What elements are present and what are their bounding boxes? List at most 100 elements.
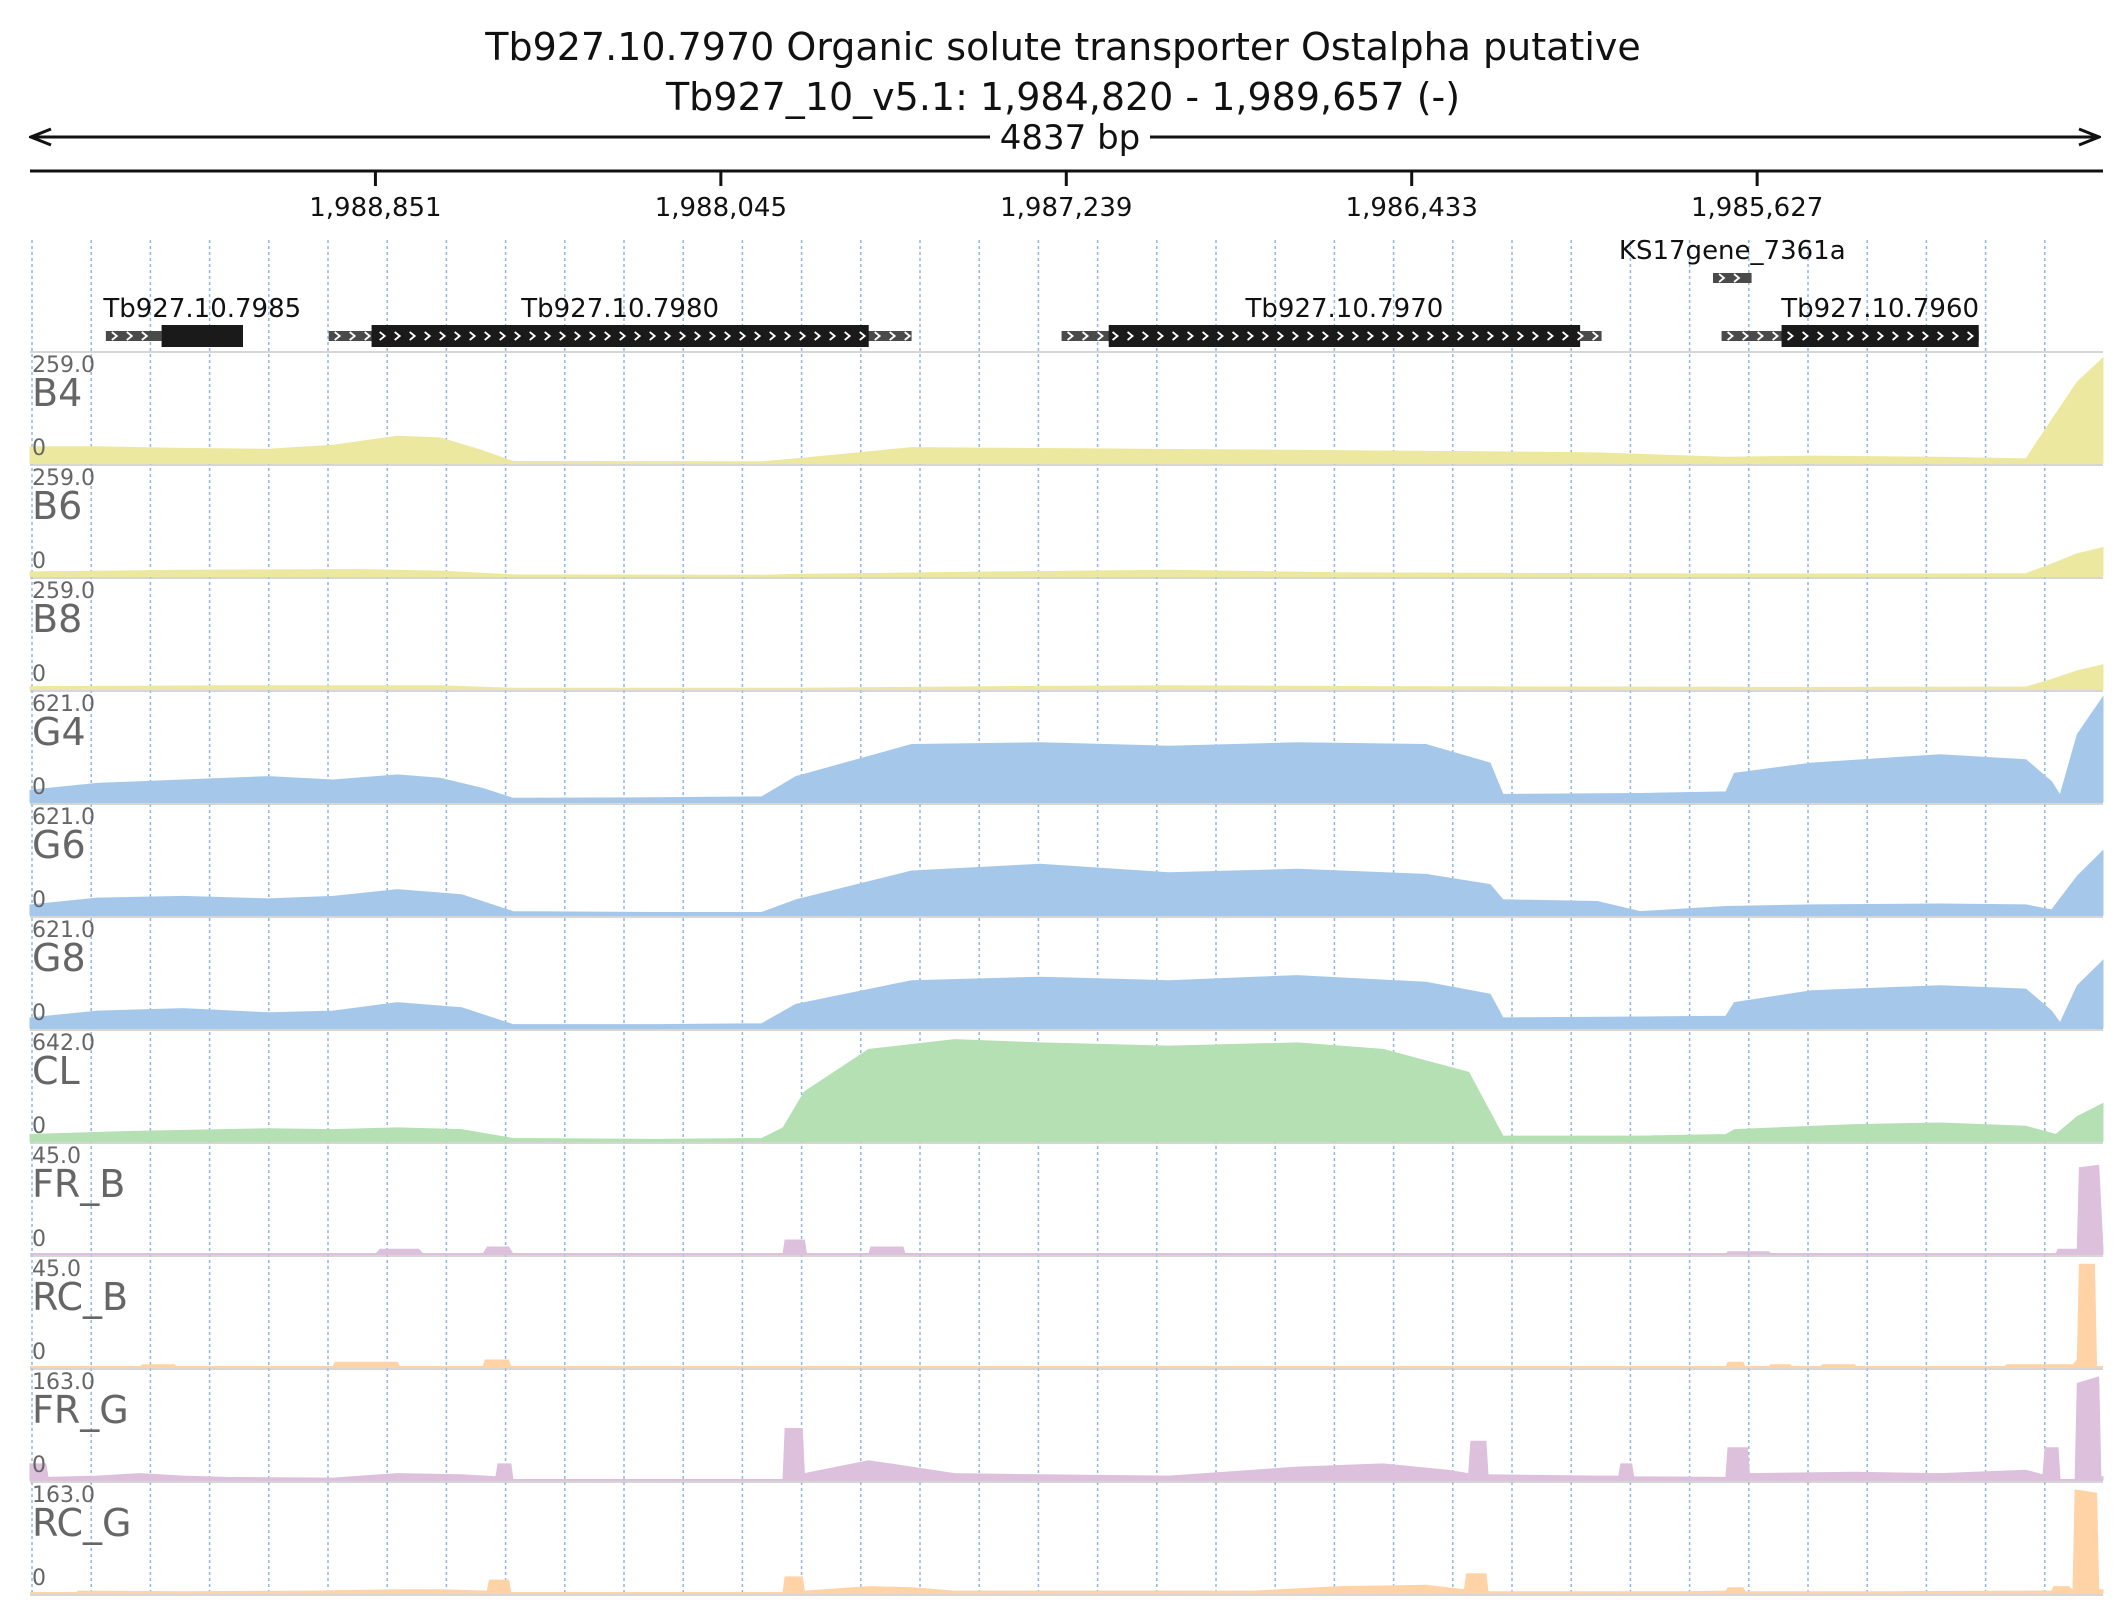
chevron bbox=[1367, 331, 1375, 341]
track-min-label: 0 bbox=[32, 1227, 46, 1252]
chevron bbox=[1172, 331, 1180, 341]
chevron bbox=[1907, 331, 1915, 341]
chevron bbox=[694, 331, 702, 341]
track-max-label: 621.0 bbox=[32, 805, 95, 830]
x-tick-label: 1,988,045 bbox=[655, 193, 787, 223]
coverage-area bbox=[29, 695, 2104, 803]
chevron bbox=[1832, 331, 1840, 341]
chevron bbox=[1577, 331, 1585, 341]
chevron bbox=[679, 331, 687, 341]
chevron bbox=[1427, 331, 1435, 341]
track-max-label: 621.0 bbox=[32, 918, 95, 943]
gene-label: Tb927.10.7980 bbox=[520, 294, 719, 324]
track-max-label: 642.0 bbox=[32, 1031, 95, 1056]
chart-subtitle: Tb927_10_v5.1: 1,984,820 - 1,989,657 (-) bbox=[665, 75, 1461, 119]
track-min-label: 0 bbox=[32, 1566, 46, 1591]
chevron bbox=[1352, 331, 1360, 341]
track-b4: 259.0B4 0 bbox=[29, 351, 2104, 464]
coverage-area bbox=[30, 1489, 2104, 1594]
chevron bbox=[754, 331, 762, 341]
track-min-label: 0 bbox=[32, 1340, 46, 1365]
track-max-label: 259.0 bbox=[32, 579, 95, 604]
track-max-label: 259.0 bbox=[32, 353, 95, 378]
chevron bbox=[1097, 331, 1105, 341]
x-tick-label: 1,986,433 bbox=[1346, 193, 1478, 223]
chevron bbox=[1382, 331, 1390, 341]
coverage-area bbox=[29, 546, 2104, 577]
coverage-area bbox=[30, 1164, 2104, 1255]
coverage-area bbox=[29, 959, 2104, 1029]
track-name: CL bbox=[32, 1049, 80, 1093]
chevron bbox=[1307, 331, 1315, 341]
chevron bbox=[1322, 331, 1330, 341]
chevron bbox=[364, 331, 372, 341]
track-b8: 259.0B8 0 bbox=[29, 577, 2104, 690]
chevron bbox=[1337, 331, 1345, 341]
track-rc-b: 45.0RC_B 0 bbox=[30, 1255, 2103, 1368]
chevron bbox=[709, 331, 717, 341]
track-max-label: 45.0 bbox=[32, 1257, 81, 1282]
track-min-label: 0 bbox=[32, 1114, 46, 1139]
track-max-label: 621.0 bbox=[32, 692, 95, 717]
coverage-tracks: 259.0B40259.0B60259.0B80621.0G40621.0G60… bbox=[29, 351, 2104, 1596]
track-min-label: 0 bbox=[32, 662, 46, 687]
chevron bbox=[1067, 331, 1075, 341]
chevron bbox=[1517, 331, 1525, 341]
track-min-label: 0 bbox=[32, 1453, 46, 1478]
chevron bbox=[814, 331, 822, 341]
chevron bbox=[1877, 331, 1885, 341]
length-label: 4837 bp bbox=[1000, 118, 1141, 158]
chevron bbox=[889, 331, 897, 341]
gene-label: KS17gene_7361a bbox=[1619, 236, 1846, 266]
chevron bbox=[529, 331, 537, 341]
gene-cds bbox=[1781, 325, 1979, 347]
chevron bbox=[664, 331, 672, 341]
gene-cds bbox=[371, 325, 869, 347]
chevron bbox=[1967, 331, 1975, 341]
chevron bbox=[394, 331, 402, 341]
chevron bbox=[1922, 331, 1930, 341]
track-max-label: 163.0 bbox=[32, 1370, 95, 1395]
coverage-area bbox=[29, 1039, 2104, 1142]
chevron bbox=[784, 331, 792, 341]
track-min-label: 0 bbox=[32, 888, 46, 913]
chevron bbox=[1937, 331, 1945, 341]
chevron bbox=[424, 331, 432, 341]
chevron bbox=[1817, 331, 1825, 341]
chevron bbox=[904, 331, 912, 341]
chevron bbox=[1472, 331, 1480, 341]
chevron bbox=[1592, 331, 1600, 341]
chevron bbox=[499, 331, 507, 341]
chevron bbox=[1262, 331, 1270, 341]
chevron bbox=[649, 331, 657, 341]
chevron bbox=[799, 331, 807, 341]
coverage-area bbox=[29, 356, 2104, 464]
chevron bbox=[1562, 331, 1570, 341]
chevron bbox=[454, 331, 462, 341]
chevron bbox=[379, 331, 387, 341]
gene-track: Tb927.10.7985 Tb927.10.7980 Tb927.10.7970 K… bbox=[102, 236, 1979, 347]
chevron bbox=[1187, 331, 1195, 341]
chevron bbox=[1292, 331, 1300, 341]
chevron bbox=[111, 331, 119, 341]
chevron bbox=[604, 331, 612, 341]
chevron bbox=[1142, 331, 1150, 341]
coverage-area bbox=[29, 664, 2104, 690]
track-cl: 642.0CL 0 bbox=[29, 1029, 2104, 1142]
chevron bbox=[724, 331, 732, 341]
chevron bbox=[514, 331, 522, 341]
track-min-label: 0 bbox=[32, 549, 46, 574]
chevron bbox=[1082, 331, 1090, 341]
chevron bbox=[1502, 331, 1510, 341]
chevron bbox=[574, 331, 582, 341]
strand-chevrons bbox=[1718, 273, 1741, 283]
chevron bbox=[469, 331, 477, 341]
chevron bbox=[1547, 331, 1555, 341]
gene-cds bbox=[1108, 325, 1581, 347]
track-name: G8 bbox=[32, 936, 86, 980]
chevron bbox=[829, 331, 837, 341]
chevron bbox=[1412, 331, 1420, 341]
track-g8: 621.0G8 0 bbox=[29, 916, 2104, 1029]
strand-chevrons bbox=[1727, 331, 1975, 341]
gene-label: Tb927.10.7985 bbox=[102, 294, 301, 324]
